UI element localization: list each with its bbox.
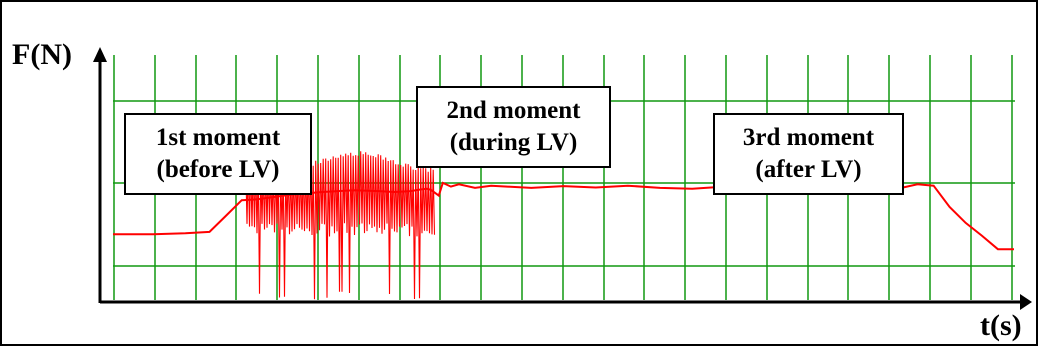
annotation-3-line-2: (after LV) xyxy=(755,156,862,183)
y-axis-label: F(N) xyxy=(12,38,72,71)
axes xyxy=(93,47,1032,310)
annotation-3-line-1: 3rd moment xyxy=(742,124,875,151)
annotation-2-line-2: (during LV) xyxy=(449,129,578,156)
oscillation-trace xyxy=(245,151,436,300)
annotation-1-line-1: 1st moment xyxy=(155,124,281,151)
annotation-1st-moment: 1st moment (before LV) xyxy=(124,113,312,195)
y-axis-arrow xyxy=(93,47,107,62)
annotation-2-line-1: 2nd moment xyxy=(446,97,581,124)
x-axis-label: t(s) xyxy=(980,309,1022,342)
annotation-3rd-moment: 3rd moment (after LV) xyxy=(713,113,904,195)
annotation-1-line-2: (before LV) xyxy=(156,156,280,183)
annotation-2nd-moment: 2nd moment (during LV) xyxy=(416,86,611,168)
x-axis-arrow xyxy=(1020,294,1032,310)
